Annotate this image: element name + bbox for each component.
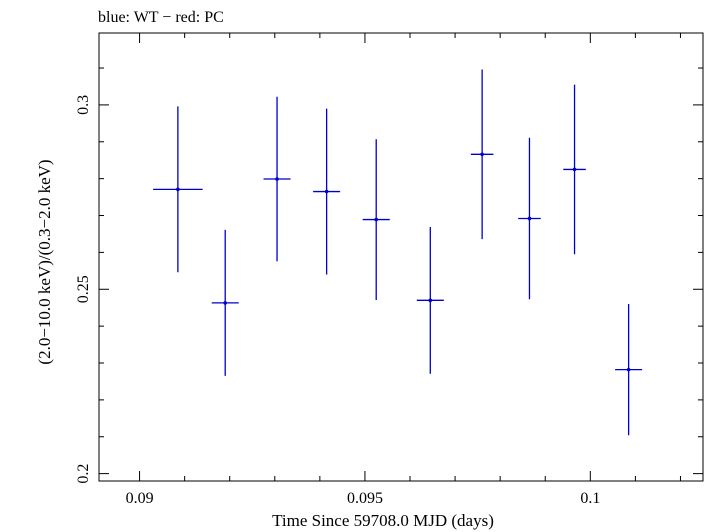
tick-labels: 0.09 0.095 0.1 0.2 0.25 0.3 (75, 95, 600, 507)
point-marker (480, 152, 484, 157)
chart-title: blue: WT − red: PC (98, 9, 224, 26)
data-point (153, 106, 203, 273)
point-marker (428, 298, 433, 303)
data-point (313, 108, 341, 275)
data-point (362, 139, 390, 300)
plot-frame (98, 32, 704, 482)
x-tick-label: 0.1 (580, 490, 600, 507)
data-point (615, 304, 643, 436)
point-marker (324, 189, 329, 194)
y-tick-label: 0.3 (75, 95, 92, 115)
x-tick-label: 0.095 (347, 490, 383, 507)
point-marker (572, 167, 577, 172)
point-marker (527, 216, 532, 221)
data-point (416, 226, 444, 374)
point-marker (374, 217, 379, 222)
point-marker (626, 367, 631, 372)
data-point (211, 229, 239, 376)
data-point (263, 96, 291, 262)
point-marker (275, 177, 279, 181)
y-tick-label: 0.25 (75, 275, 92, 303)
x-tick-label: 0.09 (126, 490, 154, 507)
data-point (563, 84, 586, 255)
point-marker (223, 301, 228, 305)
x-axis-label: Time Since 59708.0 MJD (days) (272, 511, 494, 530)
data-point (518, 137, 541, 300)
y-axis-label: (2.0−10.0 keV)/(0.3−2.0 keV) (35, 159, 54, 364)
data-point (470, 69, 494, 240)
y-tick-label: 0.2 (75, 464, 92, 484)
data-points (153, 69, 643, 436)
point-marker (176, 187, 180, 192)
axis-ticks (99, 33, 703, 481)
